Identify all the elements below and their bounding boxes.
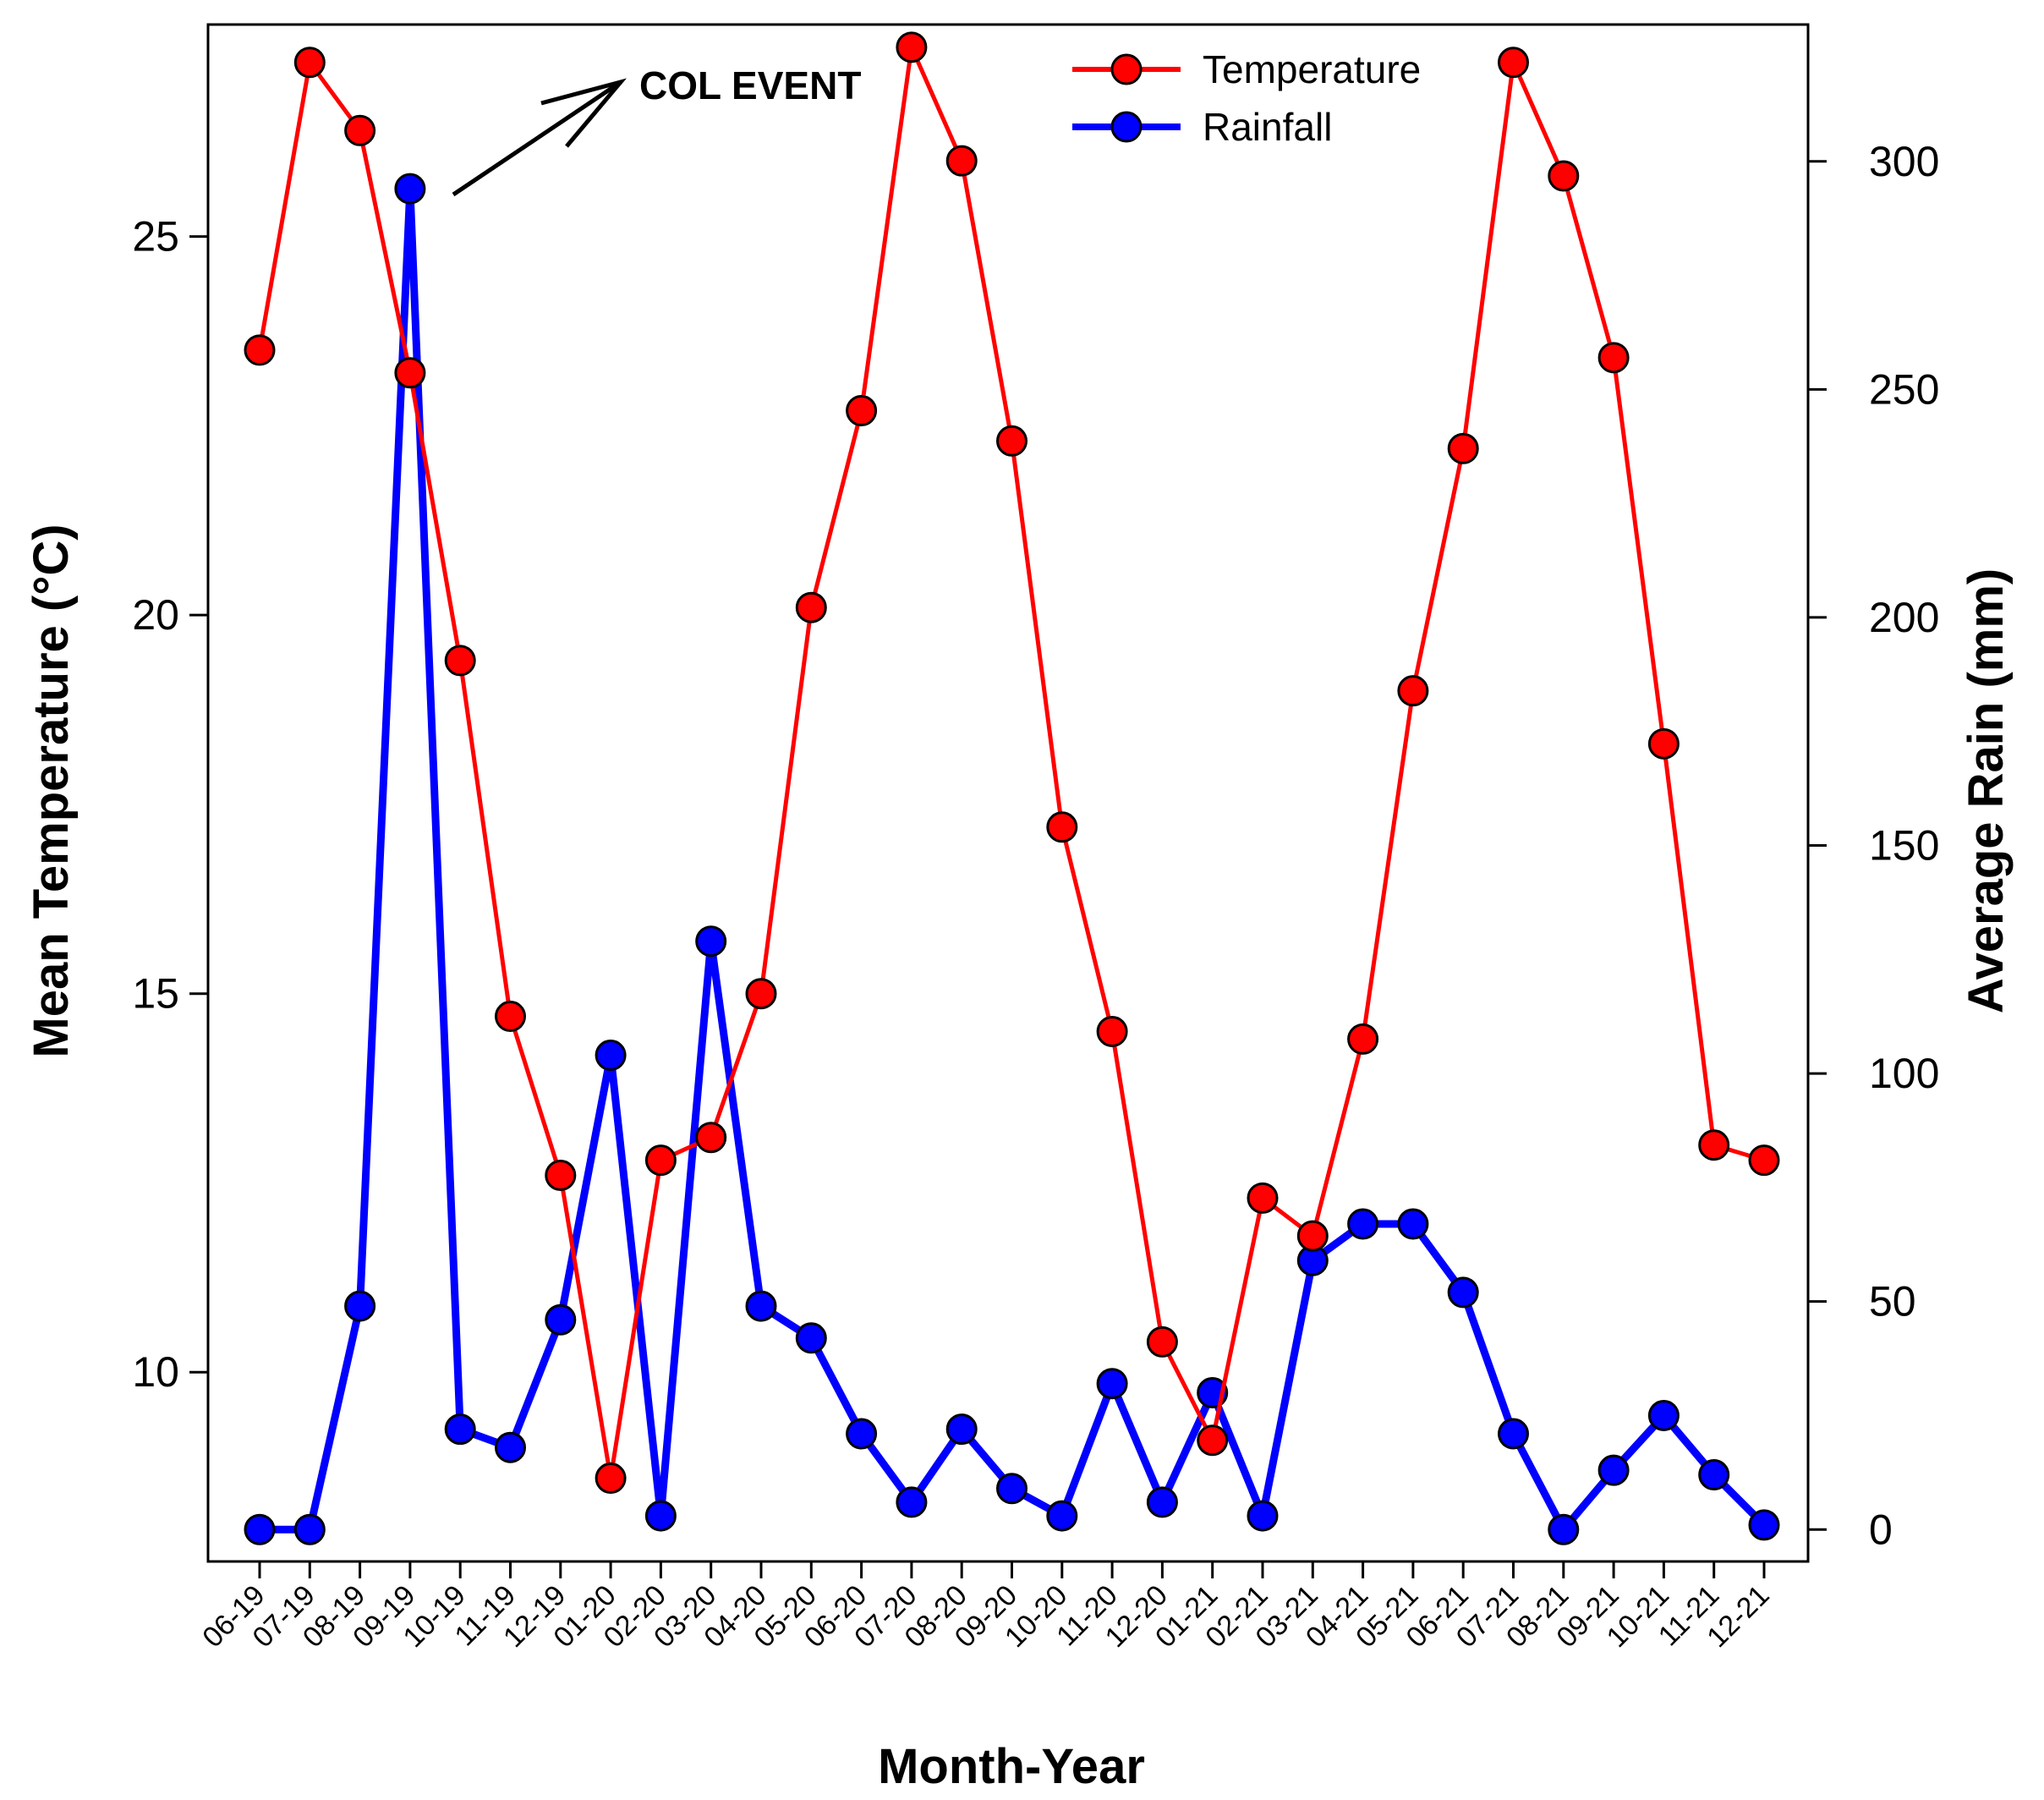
temperature-point — [745, 978, 777, 1010]
right-y-tick-label: 150 — [1869, 822, 1939, 870]
temperature-point — [1498, 47, 1529, 79]
rainfall-point — [1146, 1486, 1178, 1518]
rainfall-point — [945, 1413, 978, 1446]
temperature-point — [293, 47, 326, 79]
rainfall-point — [695, 925, 727, 958]
rainfall-point — [996, 1473, 1027, 1505]
temperature-point — [244, 334, 276, 366]
x-axis: 06-1907-1908-1909-1910-1911-1912-1901-20… — [196, 1561, 1776, 1654]
temperature-series-line — [257, 45, 1765, 1481]
annotation-arrow-head-icon — [540, 78, 627, 148]
temperature-point — [1748, 1144, 1780, 1177]
rainfall-point — [1498, 1418, 1529, 1450]
temperature-point — [394, 357, 426, 389]
temperature-point — [1247, 1182, 1279, 1214]
rainfall-point — [1046, 1500, 1078, 1532]
temperature-point — [1698, 1129, 1730, 1161]
temperature-point — [444, 645, 476, 677]
left-y-tick-label: 10 — [132, 1348, 179, 1396]
rainfall-point — [896, 1486, 928, 1518]
rainfall-point — [1647, 1399, 1680, 1431]
right-y-tick-label: 50 — [1869, 1278, 1916, 1325]
rainfall-point — [1447, 1276, 1479, 1309]
right-y-tick-label: 0 — [1869, 1506, 1893, 1553]
right-y-tick-label: 300 — [1869, 138, 1939, 185]
temperature-point — [896, 31, 928, 63]
rainfall-point — [1748, 1509, 1780, 1541]
right-y-tick-label: 250 — [1869, 365, 1939, 413]
legend: Temperature Rainfall — [1072, 47, 1421, 149]
temperature-point — [1197, 1424, 1229, 1457]
right-y-tick-label: 200 — [1869, 594, 1939, 641]
temperature-point — [1447, 432, 1479, 464]
rainfall-point — [293, 1513, 326, 1545]
annotation-label: COL EVENT — [639, 63, 861, 107]
x-axis-title: Month-Year — [878, 1739, 1145, 1794]
temperature-point — [1597, 342, 1630, 374]
series-layer — [244, 31, 1780, 1545]
rainfall-point — [1397, 1208, 1429, 1240]
rainfall-point — [745, 1290, 777, 1322]
right-y-axis: 0 50 100 150 200 250 300 — [1808, 138, 1939, 1553]
rainfall-point — [495, 1431, 526, 1463]
legend-marker-rainfall — [1110, 111, 1143, 143]
temperature-point — [1046, 811, 1078, 843]
rainfall-series-line — [260, 184, 1767, 1534]
temperature-point — [795, 591, 827, 623]
rainfall-point — [394, 173, 426, 205]
left-y-axis-title: Mean Temperature (°C) — [24, 524, 79, 1057]
temperature-point — [1397, 675, 1429, 707]
temperature-point — [1548, 160, 1580, 192]
temperature-point — [1146, 1325, 1178, 1358]
rainfall-point — [1096, 1368, 1128, 1400]
temperature-point — [996, 425, 1027, 457]
legend-label-rainfall: Rainfall — [1203, 105, 1332, 149]
legend-label-temperature: Temperature — [1203, 47, 1421, 91]
temperature-point — [1096, 1015, 1128, 1047]
temperature-point — [1296, 1220, 1329, 1252]
rainfall-point — [846, 1418, 878, 1450]
temperature-point — [1347, 1023, 1379, 1055]
right-y-axis-title: Average Rain (mm) — [1959, 568, 2014, 1013]
temperature-point — [595, 1462, 627, 1495]
temperature-point — [1647, 727, 1680, 760]
rainfall-point — [444, 1413, 476, 1446]
rainfall-point — [1347, 1208, 1379, 1240]
temperature-point — [846, 394, 878, 426]
rainfall-point — [244, 1513, 276, 1545]
rainfall-point — [1597, 1454, 1630, 1486]
temperature-point — [695, 1122, 727, 1154]
temperature-point — [945, 145, 978, 177]
plot-area-frame — [206, 23, 1810, 1563]
annotation-arrow-shaft — [452, 80, 622, 197]
rainfall-point — [795, 1322, 827, 1354]
temperature-point — [495, 1001, 526, 1033]
left-y-axis: 10 15 20 25 — [132, 213, 208, 1396]
rainfall-point — [1247, 1500, 1279, 1532]
col-event-annotation: COL EVENT — [452, 63, 861, 197]
left-y-tick-label: 20 — [132, 591, 179, 639]
rainfall-point — [1548, 1513, 1580, 1545]
temperature-point — [545, 1160, 577, 1192]
left-y-tick-label: 25 — [132, 213, 179, 261]
temperature-point — [644, 1144, 677, 1177]
rainfall-point — [595, 1040, 627, 1072]
rainfall-point — [1698, 1459, 1730, 1491]
legend-marker-temperature — [1110, 53, 1143, 85]
temperature-point — [344, 114, 376, 146]
left-y-tick-label: 15 — [132, 970, 179, 1018]
rainfall-point — [644, 1500, 677, 1532]
right-y-tick-label: 100 — [1869, 1050, 1939, 1097]
rainfall-point — [344, 1290, 376, 1322]
rainfall-point — [545, 1303, 577, 1336]
